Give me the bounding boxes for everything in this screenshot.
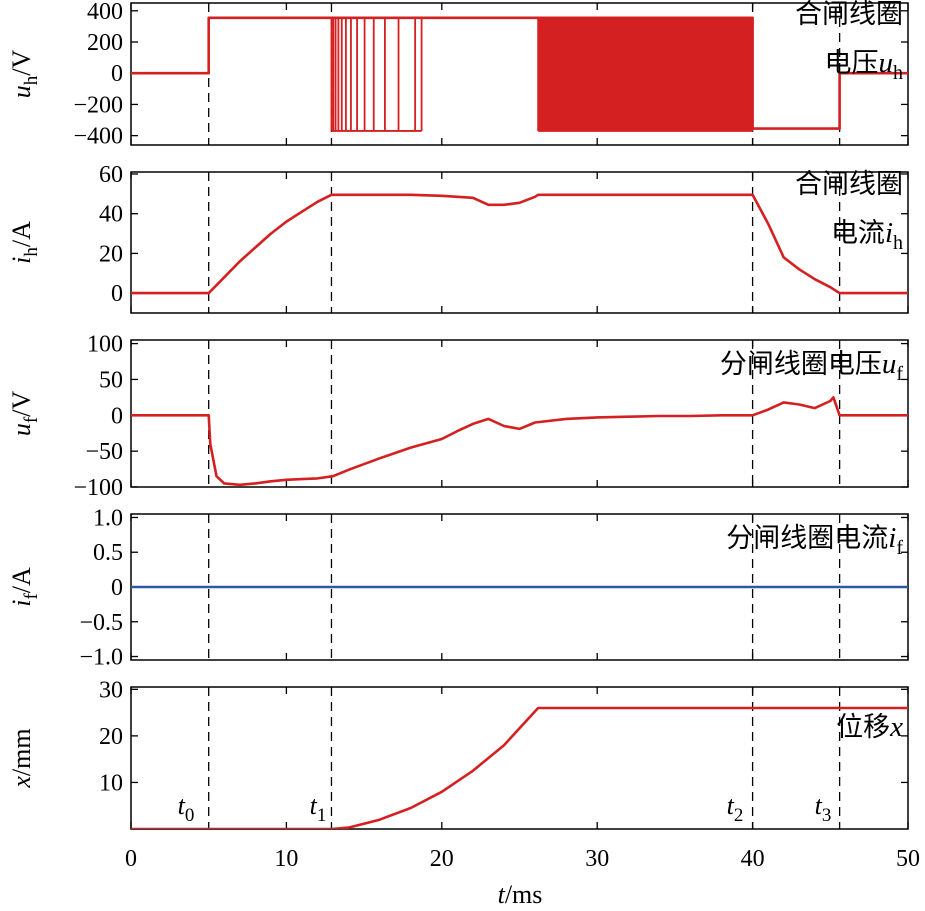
- event-marker-label: t1: [310, 791, 327, 826]
- y-tick-label: 10: [99, 770, 123, 796]
- panel-annotation: 分闸线圈电流if: [726, 522, 903, 559]
- panel-4: 30 20 10 x/mm 位移x: [7, 677, 909, 830]
- y-axis-label: uh/V: [7, 50, 42, 99]
- switching-burst: [537, 18, 754, 132]
- panel-annotation: 合闸线圈: [795, 169, 903, 200]
- y-tick-label: 30: [99, 677, 123, 703]
- y-tick-label: 400: [87, 0, 123, 25]
- panel-annotation: 合闸线圈: [795, 0, 903, 30]
- panel-frame: [130, 2, 909, 146]
- x-tick-label: 50: [896, 846, 920, 872]
- y-tick-label: 0: [111, 403, 123, 429]
- x-tick-label: 40: [741, 846, 765, 872]
- y-tick-label: 100: [87, 332, 123, 358]
- y-axis-label: if/A: [7, 567, 42, 607]
- y-tick-label: 40: [99, 202, 123, 228]
- burst-pulses: [537, 18, 754, 132]
- panel-3: 1.0 0.5 0 −0.5 −1.0 if/A 分闸线圈电流if: [7, 505, 909, 671]
- x-tick-label: 10: [274, 846, 298, 872]
- panel-annotation: 位移x: [836, 711, 903, 743]
- y-axis-label: uf/V: [7, 391, 42, 437]
- panel-annotation: 分闸线圈电压uf: [720, 348, 904, 385]
- y-tick-label: 60: [99, 162, 123, 188]
- y-tick-label: −1.0: [79, 645, 123, 671]
- y-tick-label: −400: [73, 124, 123, 150]
- y-tick-label: 1.0: [93, 505, 123, 531]
- panel-frame: [130, 171, 909, 314]
- y-tick-label: 0: [111, 281, 123, 307]
- event-marker-label: t0: [178, 791, 195, 826]
- panel-annotation: 电流ih: [831, 217, 903, 254]
- panel-2: 100 50 0 −50 −100 uf/V 分闸线圈电压uf: [7, 332, 909, 501]
- y-tick-label: −50: [85, 439, 123, 465]
- series-line: [131, 16, 908, 130]
- y-tick-label: −200: [73, 92, 123, 118]
- y-tick-label: 50: [99, 367, 123, 393]
- x-tick-label: 30: [585, 846, 609, 872]
- y-tick-label: 20: [99, 241, 123, 267]
- y-tick-label: 200: [87, 30, 123, 56]
- y-tick-label: 0.5: [93, 540, 123, 566]
- series-line: [131, 193, 908, 295]
- x-tick-label: 20: [430, 846, 454, 872]
- x-tick-label: 0: [125, 846, 137, 872]
- panel-frame: [130, 339, 909, 488]
- panel-annotation: 电压uh: [825, 47, 904, 84]
- switching-burst: [330, 18, 423, 132]
- y-tick-label: 0: [111, 61, 123, 87]
- event-marker-label: t2: [727, 791, 744, 826]
- y-axis-label: x/mm: [7, 728, 36, 788]
- panel-frame: [130, 686, 909, 830]
- series-line: [131, 706, 908, 829]
- y-tick-label: 20: [99, 724, 123, 750]
- x-axis-label: t/ms: [498, 880, 543, 909]
- y-tick-label: −100: [73, 475, 123, 501]
- y-tick-label: 0: [111, 575, 123, 601]
- burst-pulses: [330, 18, 423, 132]
- y-tick-label: −0.5: [79, 610, 123, 636]
- series-line: [131, 396, 908, 487]
- event-marker-label: t3: [815, 791, 832, 826]
- y-axis-label: ih/A: [7, 221, 42, 264]
